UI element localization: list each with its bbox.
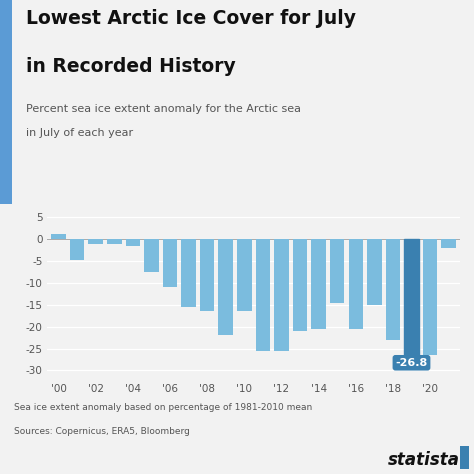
Bar <box>219 239 233 336</box>
Text: -26.8: -26.8 <box>395 358 428 368</box>
Bar <box>182 239 196 307</box>
Bar <box>237 239 252 311</box>
Bar <box>404 239 419 356</box>
Bar <box>163 239 177 287</box>
Text: Percent sea ice extent anomaly for the Arctic sea: Percent sea ice extent anomaly for the A… <box>26 104 301 114</box>
Text: statista: statista <box>388 451 460 469</box>
Bar <box>274 239 289 351</box>
Bar <box>367 239 382 305</box>
Bar <box>311 239 326 329</box>
Bar <box>51 234 66 239</box>
Text: in Recorded History: in Recorded History <box>26 57 236 76</box>
Bar <box>386 239 400 340</box>
Bar <box>144 239 159 272</box>
Text: Sources: Copernicus, ERA5, Bloomberg: Sources: Copernicus, ERA5, Bloomberg <box>14 427 190 436</box>
Bar <box>107 239 121 245</box>
Bar <box>255 239 270 351</box>
Text: Lowest Arctic Ice Cover for July: Lowest Arctic Ice Cover for July <box>26 9 356 28</box>
Bar <box>423 239 438 355</box>
Bar <box>70 239 84 260</box>
Bar <box>330 239 345 302</box>
Text: Sea ice extent anomaly based on percentage of 1981-2010 mean: Sea ice extent anomaly based on percenta… <box>14 403 312 412</box>
Bar <box>89 239 103 244</box>
Bar <box>348 239 363 329</box>
Bar <box>293 239 307 331</box>
Bar <box>200 239 214 311</box>
Text: in July of each year: in July of each year <box>26 128 133 138</box>
Bar <box>126 239 140 246</box>
Bar <box>441 239 456 248</box>
